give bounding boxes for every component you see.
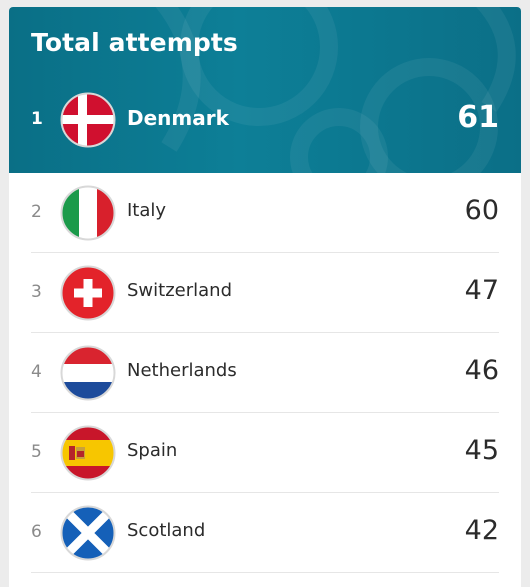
row-country-name: Italy [127, 200, 167, 221]
scotland-flag-icon [60, 505, 116, 561]
ranking-list: 2 Italy 60 3 [9, 173, 521, 573]
switzerland-flag-icon [60, 265, 116, 321]
row-rank: 2 [31, 202, 42, 222]
denmark-flag-icon [60, 92, 116, 148]
row-value: 47 [464, 275, 499, 306]
ranking-row[interactable]: 2 Italy 60 [31, 173, 499, 253]
row-rank: 5 [31, 442, 42, 462]
row-value: 60 [464, 195, 499, 226]
ranking-row[interactable]: 5 Spain 45 [31, 413, 499, 493]
ranking-row[interactable]: 3 Switzerland 47 [31, 253, 499, 333]
leader-country-name: Denmark [127, 106, 229, 130]
netherlands-flag-icon [60, 345, 116, 401]
ranking-row[interactable]: 4 Netherlands 46 [31, 333, 499, 413]
spain-flag-icon [60, 425, 116, 481]
row-rank: 6 [31, 522, 42, 542]
leader-value: 61 [457, 100, 499, 135]
row-country-name: Scotland [127, 520, 206, 541]
row-country-name: Switzerland [127, 280, 232, 301]
row-rank: 3 [31, 282, 42, 302]
stats-header: Total attempts 1 Denmark 61 [9, 7, 521, 173]
row-country-name: Spain [127, 440, 178, 461]
italy-flag-icon [60, 185, 116, 241]
stats-card: Total attempts 1 Denmark 61 2 [9, 7, 521, 587]
row-value: 46 [464, 355, 499, 386]
row-value: 45 [464, 435, 499, 466]
stats-title: Total attempts [31, 28, 238, 57]
row-country-name: Netherlands [127, 360, 237, 381]
row-rank: 4 [31, 362, 42, 382]
leader-rank: 1 [31, 109, 43, 129]
header-pattern [155, 7, 516, 173]
ranking-row[interactable]: 6 Scotland 42 [31, 493, 499, 573]
row-value: 42 [464, 515, 499, 546]
